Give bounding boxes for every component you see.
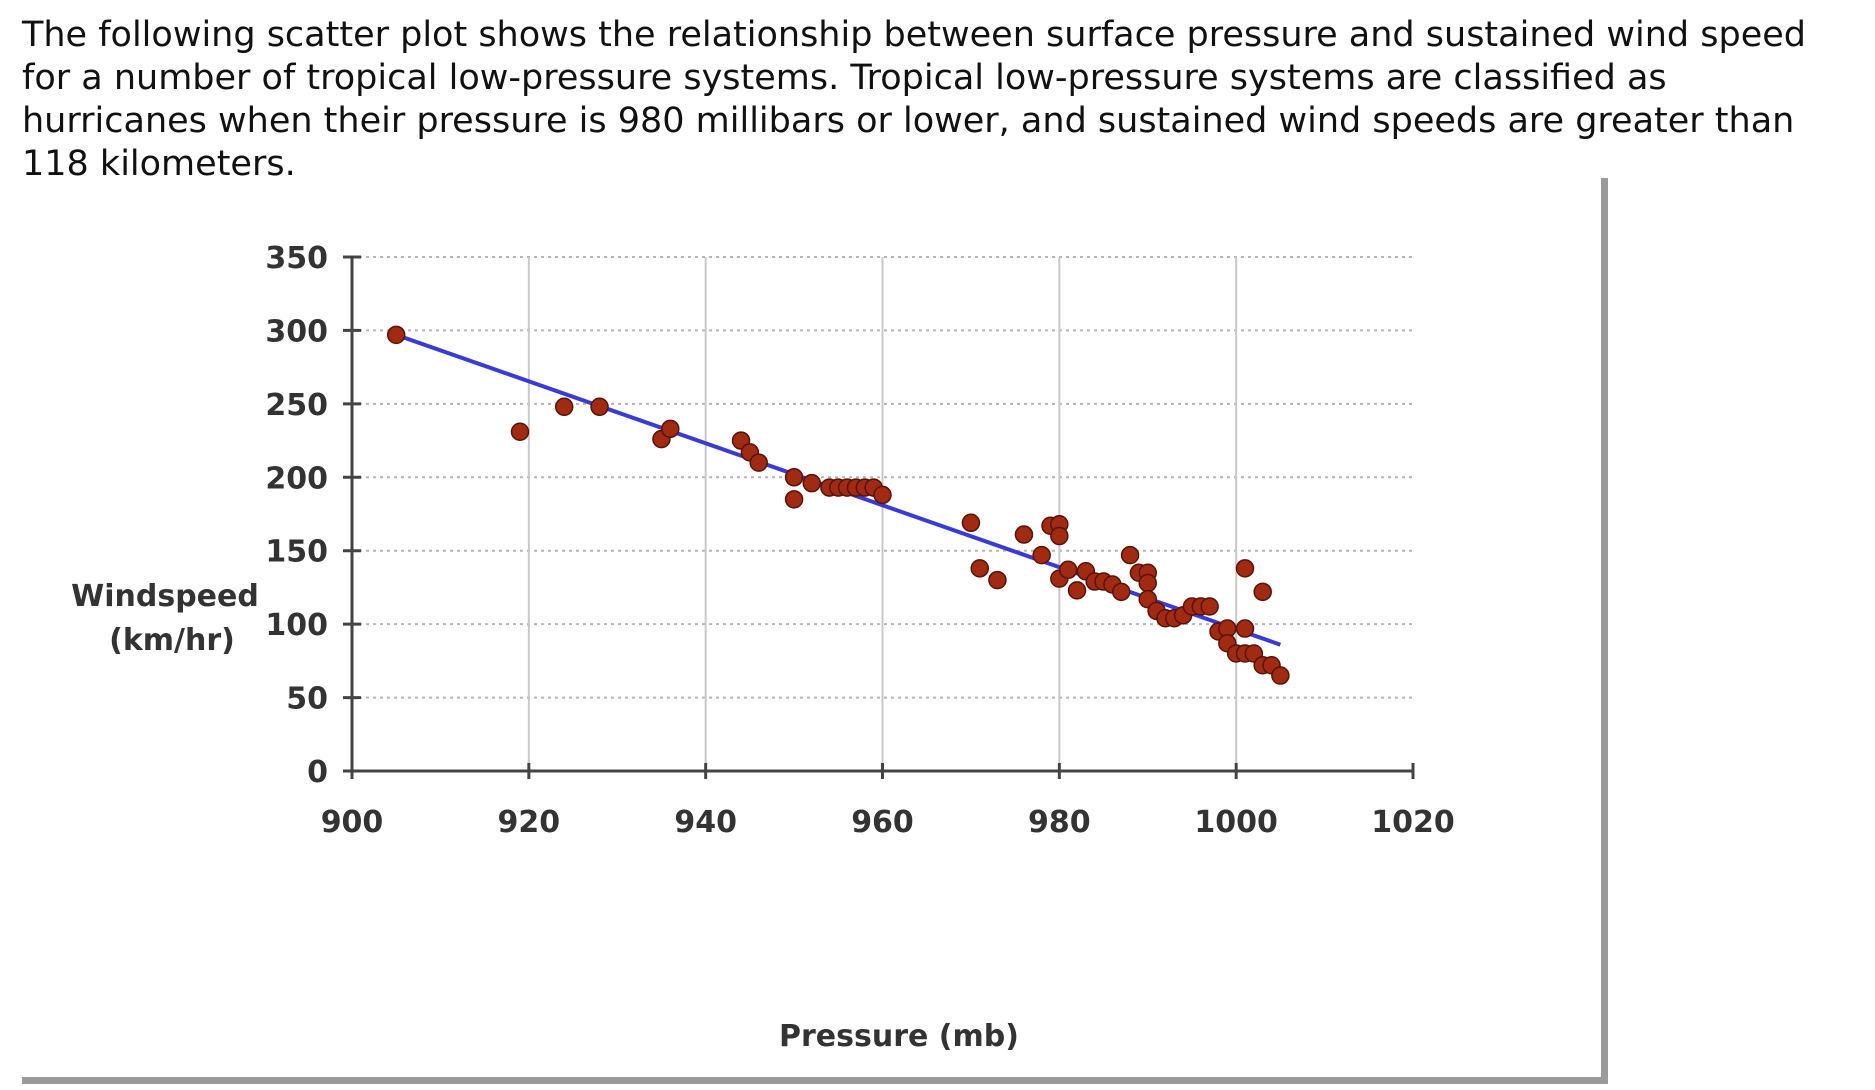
y-axis-title-line-1: Windspeed [71, 579, 259, 614]
data-point [1200, 597, 1219, 616]
data-point [1067, 581, 1087, 600]
y-tick-label: 50 [286, 682, 328, 717]
data-point [1235, 559, 1255, 578]
data-point [1235, 619, 1255, 638]
x-tick-label: 960 [851, 805, 914, 840]
data-point [749, 453, 768, 472]
data-point [590, 397, 609, 417]
data-point [1120, 545, 1140, 565]
data-point [961, 513, 981, 533]
data-point [1111, 582, 1131, 602]
data-points [386, 325, 1290, 685]
question-text: The following scatter plot shows the rel… [22, 15, 1806, 184]
data-point [1138, 573, 1157, 593]
data-point [510, 422, 530, 442]
data-point [386, 325, 406, 345]
data-point [970, 559, 990, 578]
x-tick-label: 1000 [1194, 805, 1278, 840]
y-tick-label: 0 [307, 755, 328, 790]
data-point [873, 485, 892, 505]
data-point [1050, 526, 1069, 546]
gridlines [352, 256, 1413, 771]
y-tick-label: 250 [265, 388, 328, 423]
chart-frame: 0 50 100 150 200 250 300 350 900 920 940 960 980 1000… [22, 178, 1608, 1084]
axis-labels: 0 50 100 150 200 250 300 350 900 920 940 960 980 1000… [71, 241, 1455, 1054]
data-point [784, 468, 804, 487]
data-point [1032, 545, 1051, 565]
axes [343, 255, 1415, 779]
x-tick-label: 900 [321, 805, 384, 840]
data-point [1253, 582, 1272, 602]
scatter-chart: 0 50 100 150 200 250 300 350 900 920 940 960 980 1000… [71, 241, 1455, 1054]
x-tick-label: 920 [498, 805, 561, 840]
x-axis-title: Pressure (mb) [779, 1019, 1019, 1054]
x-tick-label: 1020 [1371, 805, 1455, 840]
data-point [1014, 525, 1034, 544]
data-point [784, 490, 804, 509]
x-tick-label: 940 [674, 805, 737, 840]
data-point [554, 397, 574, 417]
y-tick-label: 350 [265, 241, 328, 276]
y-tick-label: 150 [265, 535, 328, 570]
x-tick-label: 980 [1028, 805, 1091, 840]
data-point [988, 570, 1007, 590]
data-point [802, 473, 822, 493]
y-axis-title-line-2: (km/hr) [109, 623, 235, 658]
y-tick-label: 300 [265, 314, 328, 349]
y-tick-label: 200 [265, 461, 328, 496]
y-tick-label: 100 [265, 608, 328, 643]
data-point [661, 419, 680, 439]
data-point [1271, 666, 1290, 685]
data-point [1058, 560, 1078, 580]
